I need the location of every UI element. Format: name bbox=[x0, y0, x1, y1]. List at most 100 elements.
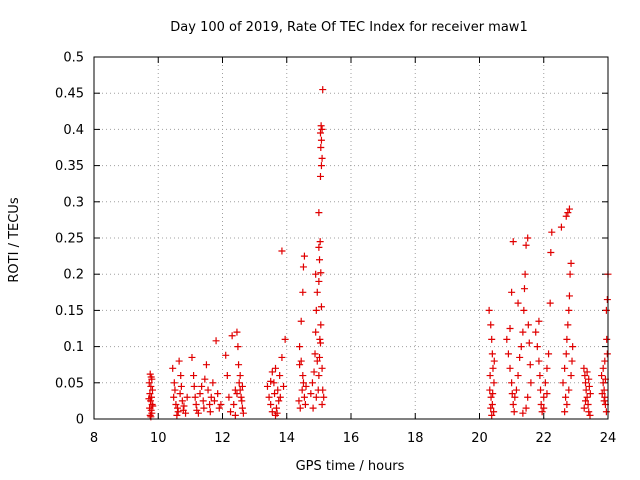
data-point bbox=[486, 386, 494, 394]
data-point bbox=[315, 277, 323, 285]
data-point bbox=[537, 401, 545, 409]
data-point bbox=[602, 306, 610, 314]
data-point bbox=[601, 357, 609, 365]
data-point bbox=[238, 404, 246, 412]
data-point bbox=[215, 404, 223, 412]
data-point bbox=[233, 390, 241, 398]
data-point bbox=[145, 395, 153, 403]
y-tick-label: 0.1 bbox=[63, 340, 84, 355]
data-point bbox=[586, 411, 594, 419]
data-point bbox=[169, 364, 177, 372]
data-point bbox=[225, 393, 233, 401]
data-point bbox=[300, 393, 308, 401]
data-point bbox=[183, 393, 191, 401]
data-point bbox=[178, 397, 186, 405]
data-point bbox=[564, 209, 572, 217]
data-point bbox=[485, 306, 493, 314]
data-point bbox=[565, 205, 573, 213]
chart-title: Day 100 of 2019, Rate Of TEC Index for r… bbox=[170, 20, 527, 35]
data-point bbox=[566, 270, 574, 278]
data-point bbox=[316, 256, 324, 264]
y-tick-label: 0.3 bbox=[63, 195, 84, 210]
data-point bbox=[540, 404, 548, 412]
data-point bbox=[217, 401, 225, 409]
data-point bbox=[318, 401, 326, 409]
data-point bbox=[231, 411, 239, 419]
data-point bbox=[313, 357, 321, 365]
data-point bbox=[562, 393, 570, 401]
data-point bbox=[582, 397, 590, 405]
data-point bbox=[170, 393, 178, 401]
data-point bbox=[508, 390, 516, 398]
data-point bbox=[174, 404, 182, 412]
data-point bbox=[307, 390, 315, 398]
data-point bbox=[583, 393, 591, 401]
data-point bbox=[296, 343, 304, 351]
data-point bbox=[149, 402, 157, 410]
data-point bbox=[580, 404, 588, 412]
data-point bbox=[521, 270, 529, 278]
y-tick-label: 0.2 bbox=[63, 268, 84, 283]
data-point bbox=[316, 335, 324, 343]
data-point bbox=[227, 408, 235, 416]
data-point bbox=[270, 379, 278, 387]
data-point bbox=[272, 411, 280, 419]
x-tick-label: 16 bbox=[343, 431, 360, 446]
data-point bbox=[263, 382, 271, 390]
data-point bbox=[275, 397, 283, 405]
data-point bbox=[584, 401, 592, 409]
data-point bbox=[487, 404, 495, 412]
data-point bbox=[567, 372, 575, 380]
data-point bbox=[527, 379, 535, 387]
data-point bbox=[299, 372, 307, 380]
data-point bbox=[204, 386, 212, 394]
data-point bbox=[536, 372, 544, 380]
data-point bbox=[180, 402, 188, 410]
data-point bbox=[272, 404, 280, 412]
data-point bbox=[276, 393, 284, 401]
plot-frame bbox=[93, 56, 609, 420]
data-point bbox=[508, 379, 516, 387]
y-axis-ticks: 0 0.05 0.1 0.15 0.2 0.25 0.3 0.35 0.4 0.45 0.5 bbox=[55, 51, 608, 428]
data-point bbox=[316, 172, 324, 180]
data-point bbox=[520, 306, 528, 314]
data-point bbox=[567, 259, 575, 267]
x-axis-ticks: 8 10 12 14 16 18 20 22 24 bbox=[90, 57, 616, 446]
data-point bbox=[563, 335, 571, 343]
data-point bbox=[514, 372, 522, 380]
data-point bbox=[508, 288, 516, 296]
data-point bbox=[278, 247, 286, 255]
data-point bbox=[561, 408, 569, 416]
data-point bbox=[148, 401, 156, 409]
data-point bbox=[147, 382, 155, 390]
data-point bbox=[237, 393, 245, 401]
data-point bbox=[312, 393, 320, 401]
y-axis-label: ROTI / TECUs bbox=[7, 197, 22, 282]
data-point bbox=[188, 353, 196, 361]
data-point bbox=[272, 364, 280, 372]
data-point bbox=[535, 357, 543, 365]
data-point bbox=[201, 375, 209, 383]
data-point bbox=[488, 411, 496, 419]
data-point bbox=[230, 401, 238, 409]
data-point bbox=[235, 361, 243, 369]
data-point bbox=[310, 368, 318, 376]
data-point bbox=[581, 372, 589, 380]
y-tick-label: 0.5 bbox=[63, 51, 84, 66]
data-point bbox=[582, 386, 590, 394]
data-point bbox=[603, 335, 611, 343]
x-tick-label: 14 bbox=[278, 431, 295, 446]
data-point bbox=[177, 382, 185, 390]
data-point bbox=[569, 343, 577, 351]
data-point bbox=[526, 361, 534, 369]
data-point bbox=[265, 393, 273, 401]
data-point bbox=[564, 321, 572, 329]
data-point bbox=[281, 335, 289, 343]
data-point bbox=[599, 364, 607, 372]
data-point bbox=[603, 350, 611, 358]
data-point bbox=[509, 401, 517, 409]
data-point bbox=[296, 404, 304, 412]
data-point bbox=[543, 390, 551, 398]
data-point bbox=[276, 372, 284, 380]
data-point bbox=[198, 382, 206, 390]
